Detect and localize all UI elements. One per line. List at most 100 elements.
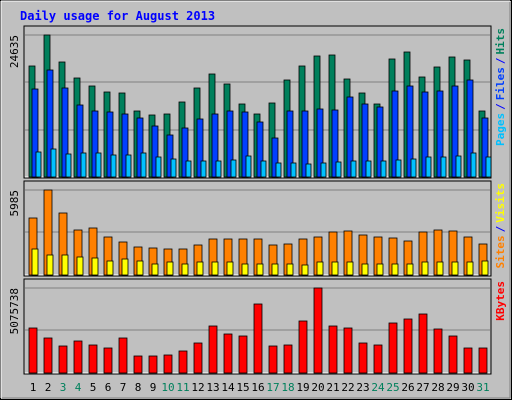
bar-pages-day-4 xyxy=(80,152,87,178)
bar-files-day-29 xyxy=(451,85,459,178)
bar-files-day-3 xyxy=(61,87,69,178)
bar-pages-day-13 xyxy=(215,160,222,178)
day-axis: 1 2 3 4 5 6 7 8 9 10 11 12 13 14 15 16 17 18 19 20 21 22 23 24 2… xyxy=(30,381,490,394)
bar-visits-day-7 xyxy=(121,258,129,276)
y-max-label: 5075738 xyxy=(8,288,21,334)
bar-visits-day-25 xyxy=(391,263,399,276)
bar-files-day-15 xyxy=(241,111,249,178)
bar-kbytes-day-1 xyxy=(28,327,38,374)
day-label-5: 5 xyxy=(90,381,97,394)
bar-files-day-7 xyxy=(121,113,129,178)
bar-files-day-10 xyxy=(166,134,174,178)
bar-visits-day-9 xyxy=(151,263,159,276)
day-label-4: 4 xyxy=(75,381,82,394)
bar-visits-day-20 xyxy=(316,261,324,276)
legend-sites: Sites xyxy=(494,235,507,268)
bar-pages-day-28 xyxy=(440,156,447,178)
day-label-11: 11 xyxy=(176,381,189,394)
bar-visits-day-19 xyxy=(301,264,309,276)
day-label-12: 12 xyxy=(191,381,204,394)
bar-files-day-8 xyxy=(136,117,144,178)
bar-files-day-17 xyxy=(271,137,279,178)
day-label-29: 29 xyxy=(446,381,459,394)
bar-visits-day-30 xyxy=(466,261,474,276)
bar-kbytes-day-10 xyxy=(163,354,173,374)
bar-files-day-2 xyxy=(46,69,54,178)
bar-kbytes-day-19 xyxy=(298,320,308,374)
bar-files-day-18 xyxy=(286,110,294,178)
day-label-30: 30 xyxy=(461,381,474,394)
bar-kbytes-day-18 xyxy=(283,344,293,374)
day-label-2: 2 xyxy=(45,381,52,394)
legend: KBytes xyxy=(494,281,507,321)
bar-kbytes-day-11 xyxy=(178,350,188,374)
bar-files-day-20 xyxy=(316,108,324,178)
day-label-6: 6 xyxy=(105,381,112,394)
bar-pages-day-29 xyxy=(455,155,462,178)
legend-files: Files xyxy=(494,67,507,100)
bar-pages-day-10 xyxy=(170,158,177,178)
day-label-28: 28 xyxy=(431,381,444,394)
bar-pages-day-6 xyxy=(110,154,117,178)
bar-files-day-23 xyxy=(361,103,369,178)
bar-visits-day-5 xyxy=(91,257,99,276)
bar-files-day-1 xyxy=(31,88,39,178)
bar-kbytes-day-26 xyxy=(403,318,413,374)
bar-pages-day-30 xyxy=(470,152,477,178)
bar-visits-day-2 xyxy=(46,254,54,276)
legend-pages: Pages xyxy=(494,113,507,146)
bar-kbytes-day-14 xyxy=(223,333,233,374)
bar-pages-day-17 xyxy=(275,162,282,178)
bar-visits-day-21 xyxy=(331,261,339,276)
bar-visits-day-31 xyxy=(481,260,489,276)
bar-visits-day-27 xyxy=(421,261,429,276)
day-label-24: 24 xyxy=(371,381,385,394)
bar-files-day-11 xyxy=(181,127,189,178)
bar-pages-day-18 xyxy=(290,162,297,178)
day-label-26: 26 xyxy=(401,381,414,394)
bar-kbytes-day-3 xyxy=(58,345,68,374)
bar-files-day-16 xyxy=(256,121,264,178)
day-label-15: 15 xyxy=(236,381,249,394)
day-label-13: 13 xyxy=(206,381,219,394)
bar-pages-day-31 xyxy=(485,156,492,178)
day-label-31: 31 xyxy=(476,381,489,394)
bar-kbytes-day-9 xyxy=(148,355,158,374)
bar-kbytes-day-2 xyxy=(43,337,53,374)
day-label-23: 23 xyxy=(356,381,369,394)
bar-visits-day-1 xyxy=(31,248,39,276)
bar-visits-day-26 xyxy=(406,263,414,276)
bar-pages-day-5 xyxy=(95,152,102,178)
day-label-7: 7 xyxy=(120,381,127,394)
legend-kbytes: KBytes xyxy=(494,281,507,321)
y-max-label: 5985 xyxy=(8,190,21,217)
bar-kbytes-day-4 xyxy=(73,340,83,374)
bar-files-day-22 xyxy=(346,96,354,178)
bar-visits-day-4 xyxy=(76,256,84,276)
bar-pages-day-3 xyxy=(65,153,72,178)
bar-files-day-27 xyxy=(421,91,429,178)
legend-separator: / xyxy=(494,225,507,232)
bar-pages-day-1 xyxy=(35,151,42,178)
bar-visits-day-24 xyxy=(376,263,384,276)
legend-separator: / xyxy=(494,57,507,64)
bar-visits-day-13 xyxy=(211,261,219,276)
bar-kbytes-day-8 xyxy=(133,355,143,374)
chart-title: Daily usage for August 2013 xyxy=(20,9,215,23)
bar-kbytes-day-21 xyxy=(328,325,338,374)
bar-visits-day-17 xyxy=(271,263,279,276)
bar-files-day-12 xyxy=(196,118,204,178)
day-label-1: 1 xyxy=(30,381,37,394)
legend-visits: Visits xyxy=(494,183,507,223)
bar-visits-day-14 xyxy=(226,261,234,276)
day-label-8: 8 xyxy=(135,381,142,394)
bar-kbytes-day-5 xyxy=(88,344,98,374)
bar-pages-day-7 xyxy=(125,154,132,178)
day-label-14: 14 xyxy=(221,381,235,394)
bar-files-day-4 xyxy=(76,104,84,178)
visitors-panel: 5985 Sites / Visits xyxy=(8,180,507,277)
bar-pages-day-15 xyxy=(245,155,252,178)
bar-visits-day-6 xyxy=(106,260,114,276)
bar-kbytes-day-23 xyxy=(358,342,368,374)
